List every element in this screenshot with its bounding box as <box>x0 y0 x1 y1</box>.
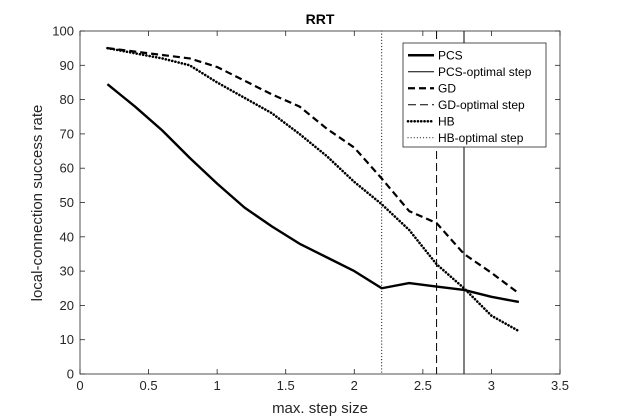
y-tick-label: 20 <box>60 298 74 313</box>
y-tick-label: 40 <box>60 229 74 244</box>
y-tick-label: 0 <box>67 367 74 382</box>
series-line-gd <box>107 47 520 295</box>
y-tick-label: 100 <box>52 24 74 39</box>
y-tick-label: 90 <box>60 58 74 73</box>
legend-label: GD-optimal step <box>438 98 525 112</box>
legend-label: HB-optimal step <box>438 131 524 145</box>
x-tick-label: 3 <box>488 378 495 393</box>
x-tick-label: 1.5 <box>277 378 295 393</box>
legend-label: PCS-optimal step <box>438 65 532 79</box>
x-tick-label: 2 <box>351 378 358 393</box>
chart-title: RRT <box>306 11 335 27</box>
y-tick-label: 10 <box>60 332 74 347</box>
y-tick-label: 70 <box>60 126 74 141</box>
y-tick-label: 50 <box>60 195 74 210</box>
x-tick-label: 3.5 <box>551 378 569 393</box>
y-tick-label: 60 <box>60 161 74 176</box>
legend-label: HB <box>438 114 455 128</box>
y-tick-label: 30 <box>60 264 74 279</box>
legend-box <box>402 42 547 148</box>
legend: PCS PCS-optimal step GD GD-optimal step HB HB… <box>402 42 547 148</box>
x-tick-label: 1 <box>214 378 221 393</box>
x-tick-label: 0.5 <box>140 378 158 393</box>
series-line-pcs <box>106 83 520 304</box>
legend-label: GD <box>438 81 456 95</box>
y-tick-label: 80 <box>60 92 74 107</box>
series-line-hb <box>106 46 521 333</box>
x-tick-label: 0 <box>76 378 83 393</box>
x-axis-label: max. step size <box>272 400 368 417</box>
x-tick-label: 2.5 <box>414 378 432 393</box>
axes: 0 0.5 1 1.5 2 2.5 3 3.5 0 10 20 30 40 50 60 70 80 90 100 <box>52 24 569 394</box>
y-axis-label: local-connection success rate <box>29 105 46 302</box>
plot-area <box>106 30 521 375</box>
legend-label: PCS <box>438 48 463 62</box>
